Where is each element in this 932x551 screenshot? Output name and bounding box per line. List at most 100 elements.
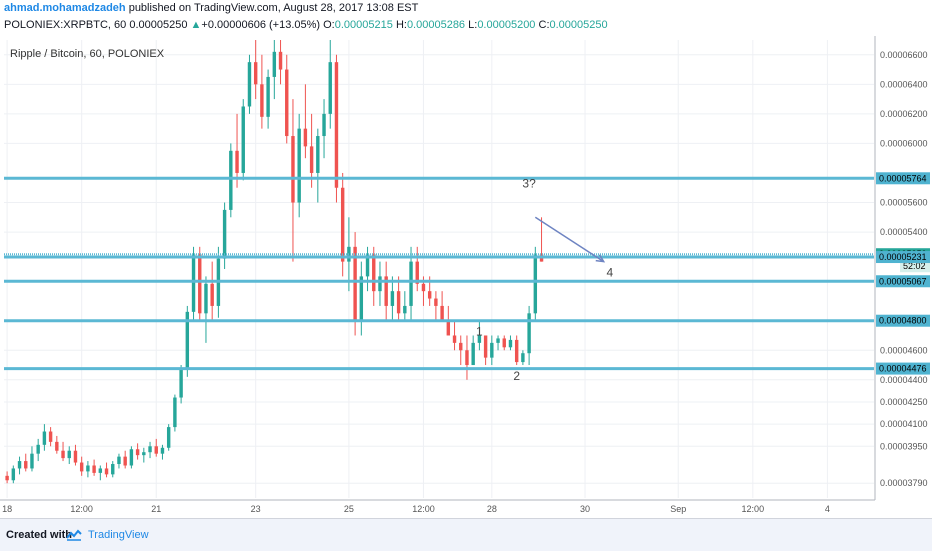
y-tick-label: 0.00006400 — [880, 79, 928, 89]
candle-body — [508, 339, 513, 348]
candle-body — [173, 397, 177, 428]
candle-body — [496, 338, 500, 343]
change-value: +0.00000606 (+13.05%) — [201, 19, 321, 31]
publish-info: ahmad.mohamadzadeh published on TradingV… — [4, 2, 418, 18]
chart-area[interactable]: 0.00006600 0.00006400 0.00006200 0.00006000… — [0, 36, 932, 524]
candle-body — [179, 369, 183, 398]
close-value: 0.00005250 — [549, 19, 608, 31]
candle-body — [5, 475, 9, 481]
candle-body — [222, 209, 227, 259]
candle-body — [260, 84, 264, 117]
candle-body — [440, 305, 444, 321]
x-tick-label: 18 — [2, 504, 12, 514]
candle-body — [446, 320, 451, 336]
candle-body — [48, 431, 53, 442]
author-name[interactable]: ahmad.mohamadzadeh — [4, 2, 126, 14]
candle-body — [129, 449, 134, 466]
candle-body — [111, 464, 115, 475]
tradingview-brand[interactable]: TradingView — [88, 529, 149, 541]
y-tick-label: 0.00004600 — [880, 345, 928, 355]
level-label-bg — [876, 275, 930, 288]
candle-body — [303, 128, 308, 147]
close-label: C: — [538, 19, 550, 31]
candle-body — [142, 452, 146, 456]
y-tick-label: 0.00004250 — [880, 397, 928, 407]
candle-body — [365, 254, 370, 277]
level-label-bg — [876, 251, 930, 264]
x-tick-label: 28 — [487, 504, 497, 514]
candle-body — [185, 311, 190, 370]
candle-body — [67, 450, 71, 459]
x-tick-label: Sep — [670, 504, 686, 514]
candle-body — [55, 441, 59, 451]
symbol-name: POLONIEX:XRPBTC, 60 — [4, 19, 127, 31]
candle-body — [521, 353, 525, 363]
candle-body — [92, 465, 96, 473]
candle-body — [322, 113, 326, 137]
y-tick-label: 0.00004400 — [880, 375, 928, 385]
candle-body — [104, 468, 109, 475]
candle-body — [229, 150, 233, 210]
low-label: L: — [468, 19, 478, 31]
candle-body — [471, 342, 475, 366]
candle-body — [483, 335, 488, 358]
candle-body — [502, 338, 506, 348]
candle-body — [285, 69, 289, 137]
low-value: 0.00005200 — [477, 19, 536, 31]
x-tick-label: 30 — [580, 504, 590, 514]
y-tick-label: 0.00006000 — [880, 138, 928, 148]
candle-body — [396, 291, 401, 314]
candle-body — [421, 283, 426, 292]
candle-body — [191, 254, 196, 312]
wave-annotation: 1 — [476, 324, 483, 338]
price-chart[interactable]: 0.00006600 0.00006400 0.00006200 0.00006000… — [0, 36, 932, 524]
candle-body — [210, 283, 214, 306]
candle-body — [316, 136, 320, 173]
level-label: 0.00005067 — [879, 276, 927, 286]
level-label-bg — [876, 314, 930, 327]
wave-annotation: 2 — [513, 369, 520, 383]
candle-body — [42, 431, 47, 445]
open-value: 0.00005215 — [334, 19, 393, 31]
candle-body — [328, 62, 332, 114]
candle-body — [490, 342, 494, 358]
x-tick-label: 23 — [251, 504, 261, 514]
x-tick-label: 12:00 — [742, 504, 765, 514]
candle-body — [527, 313, 531, 354]
candle-body — [204, 283, 208, 314]
level-label-bg — [876, 172, 930, 185]
candle-body — [117, 456, 121, 465]
y-tick-label: 0.00004100 — [880, 419, 928, 429]
projection-arrow-line — [534, 216, 605, 263]
candle-body — [434, 298, 438, 306]
candle-body — [253, 62, 258, 85]
candle-body — [154, 446, 158, 454]
wave-annotation: 3? — [522, 177, 536, 191]
up-arrow-icon: ▲ — [190, 19, 202, 31]
level-label: 0.00005764 — [879, 173, 927, 183]
level-label: 0.00005231 — [879, 252, 927, 262]
publish-text: published on TradingView.com, August 28,… — [125, 2, 419, 14]
arrow-head-icon — [595, 254, 606, 263]
candle-body — [384, 276, 388, 306]
created-with-label: Created with — [6, 529, 73, 541]
symbol-info: POLONIEX:XRPBTC, 60 0.00005250 ▲+0.00000… — [4, 19, 608, 35]
candle-body — [79, 462, 84, 472]
level-label-bg — [876, 362, 930, 375]
candle-body — [403, 305, 407, 314]
y-tick-label: 0.00006200 — [880, 109, 928, 119]
candle-body — [235, 150, 239, 173]
level-label: 0.00004800 — [879, 316, 927, 326]
candle-body — [415, 261, 419, 284]
candle-body — [291, 136, 295, 203]
y-tick-label: 0.00006600 — [880, 50, 928, 60]
candle-body — [334, 62, 339, 188]
countdown-bg — [900, 261, 930, 273]
x-tick-label: 12:00 — [412, 504, 435, 514]
candle-body — [11, 468, 16, 481]
countdown-label: 52:02 — [903, 261, 926, 271]
candle-body — [353, 246, 357, 321]
candle-body — [309, 146, 314, 173]
wave-annotation: 4 — [607, 265, 614, 279]
x-tick-label: 12:00 — [70, 504, 93, 514]
